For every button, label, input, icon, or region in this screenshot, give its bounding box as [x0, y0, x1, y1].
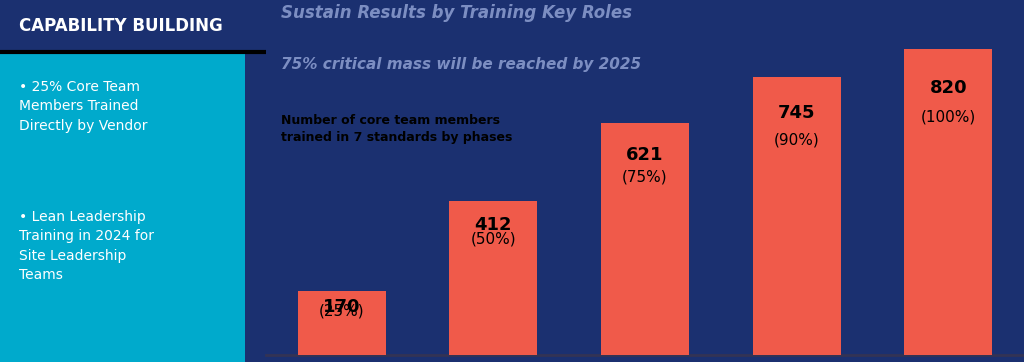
FancyBboxPatch shape [0, 0, 266, 52]
Bar [753, 76, 841, 355]
Text: (90%): (90%) [774, 132, 819, 147]
Bar [601, 123, 689, 355]
FancyBboxPatch shape [0, 52, 266, 362]
Text: Number of core team members
trained in 7 standards by phases: Number of core team members trained in 7… [282, 114, 512, 143]
Bar [450, 201, 538, 355]
Bar [904, 49, 992, 355]
FancyBboxPatch shape [245, 52, 266, 362]
Text: Sustain Results by Training Key Roles: Sustain Results by Training Key Roles [282, 4, 632, 22]
Text: 621: 621 [627, 146, 664, 164]
Text: (50%): (50%) [471, 232, 516, 247]
Text: 75% critical mass will be reached by 2025: 75% critical mass will be reached by 202… [282, 57, 641, 72]
Text: CAPABILITY BUILDING: CAPABILITY BUILDING [18, 17, 222, 35]
Text: • 25% Core Team
Members Trained
Directly by Vendor: • 25% Core Team Members Trained Directly… [18, 80, 147, 132]
Text: (75%): (75%) [623, 169, 668, 184]
Text: 820: 820 [930, 79, 967, 97]
Text: 412: 412 [475, 216, 512, 234]
Text: 745: 745 [778, 104, 815, 122]
Text: 170: 170 [323, 298, 360, 316]
Text: • Lean Leadership
Training in 2024 for
Site Leadership
Teams: • Lean Leadership Training in 2024 for S… [18, 210, 154, 282]
Bar [298, 291, 386, 355]
Text: (100%): (100%) [921, 110, 976, 125]
Text: (25%): (25%) [318, 304, 365, 319]
